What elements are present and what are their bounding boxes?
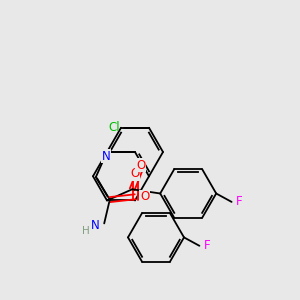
Text: O: O (130, 167, 140, 180)
Text: O: O (136, 159, 145, 172)
Text: F: F (236, 195, 242, 208)
Text: N: N (102, 149, 110, 163)
Text: F: F (203, 239, 210, 252)
Text: Cl: Cl (108, 121, 120, 134)
Text: N: N (91, 219, 99, 232)
Text: H: H (82, 226, 90, 236)
Text: O: O (140, 190, 149, 203)
